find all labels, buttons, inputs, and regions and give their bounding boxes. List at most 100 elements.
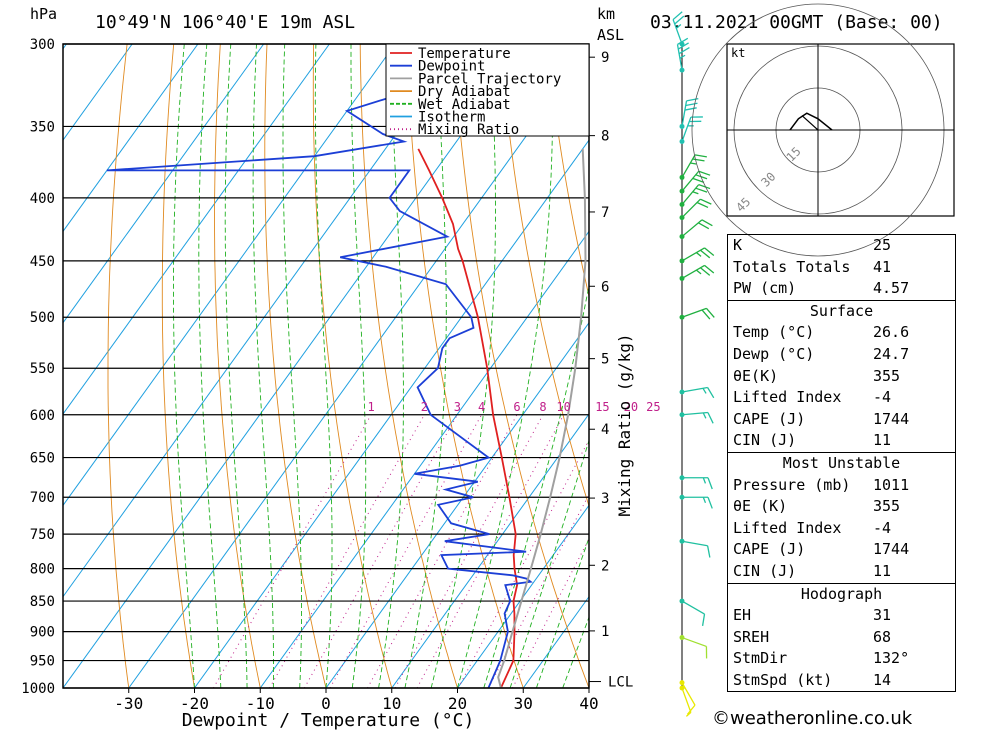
- most-unstable-row: θE (K) 355: [728, 496, 955, 518]
- surface-value: -4: [873, 388, 892, 407]
- wind-barb-dot: [679, 314, 685, 320]
- hodograph-row: SREH 68: [728, 627, 955, 649]
- hodograph-row: StmSpd (kt) 14: [728, 670, 955, 692]
- wind-barb: [679, 386, 715, 399]
- wind-barb-feather: [701, 309, 711, 320]
- surface-value: 355: [873, 366, 901, 385]
- dry-adiabat-line: [966, 44, 1000, 688]
- wind-barb-feather: [705, 307, 715, 318]
- datetime-title: 03.11.2021 00GMT (Base: 00): [650, 12, 943, 33]
- hodograph-row: EH 31: [728, 605, 955, 627]
- wind-barb-feather: [704, 264, 715, 274]
- legend-entry: Isotherm: [418, 110, 485, 126]
- dry-adiabat-line: [452, 44, 589, 688]
- isotherm-line: [259, 230, 589, 688]
- wind-barb-feather: [707, 496, 713, 509]
- asl-unit-label: ASL: [597, 26, 625, 44]
- wind-barb-dot: [679, 635, 685, 641]
- isotherm-line: [63, 44, 265, 324]
- wind-barb-dot: [679, 174, 685, 180]
- hodograph-unit: kt: [731, 46, 745, 60]
- wind-barb: [679, 307, 715, 320]
- wind-barb-feather: [706, 545, 711, 558]
- mixing-ratio-label: 1: [368, 400, 375, 414]
- wind-barb-dot: [679, 215, 685, 221]
- wind-barb-feather: [700, 267, 711, 276]
- wind-barb-feather: [698, 183, 711, 190]
- mixing-ratio-label: 15: [595, 400, 609, 414]
- index-row: Totals Totals 41: [728, 257, 955, 279]
- wind-barb-feather: [678, 47, 690, 55]
- wet-adiabat-line: [350, 44, 367, 688]
- wind-barb-feather: [694, 154, 707, 158]
- x-tick-label: 0: [321, 694, 331, 713]
- wind-barb-feather: [692, 191, 699, 195]
- pressure-tick-label: 700: [30, 490, 55, 506]
- km-tick-label: 1: [601, 624, 609, 640]
- wind-barb: [679, 475, 713, 490]
- hodograph-row: StmDir 132°: [728, 648, 955, 670]
- wet-adiabat-line: [314, 44, 333, 688]
- hodograph-label: SREH: [733, 627, 770, 646]
- x-tick-label: -10: [246, 694, 275, 713]
- wet-adiabat-line: [173, 44, 195, 688]
- wind-barb-feather: [695, 269, 702, 275]
- wind-barb-feather: [677, 37, 689, 46]
- dry-adiabat-line: [546, 44, 589, 299]
- index-label: PW (cm): [733, 279, 797, 298]
- most-unstable-value: 1744: [873, 540, 910, 559]
- mixing-ratio-line: [457, 438, 589, 688]
- x-tick-label: -20: [180, 694, 209, 713]
- wind-barb-feather: [686, 704, 696, 715]
- wind-barb-dot: [679, 685, 685, 691]
- wind-barb: [679, 264, 715, 281]
- wind-barb-dot: [679, 538, 685, 544]
- hodograph-value: 31: [873, 606, 892, 625]
- surface-row: CIN (J) 11: [728, 430, 955, 452]
- surface-row: Lifted Index -4: [728, 387, 955, 409]
- hodograph-value: 132°: [873, 649, 910, 668]
- most-unstable-row: CAPE (J) 1744: [728, 539, 955, 561]
- wind-barb-feather: [702, 496, 707, 504]
- pressure-tick-label: 900: [30, 625, 55, 641]
- dry-adiabat-line: [107, 44, 130, 688]
- wind-barb-dot: [679, 494, 685, 500]
- legend-entry: Parcel Trajectory: [418, 71, 561, 87]
- wind-barb-dot: [679, 275, 685, 281]
- surface-value: 26.6: [873, 323, 910, 342]
- isotherm-line: [128, 47, 589, 688]
- wind-barb-staff: [681, 540, 708, 547]
- mixing-ratio-axis-label: Mixing Ratio (g/kg): [615, 333, 634, 516]
- wind-barb-dot: [679, 139, 685, 145]
- pressure-tick-label: 550: [30, 361, 55, 377]
- x-tick-label: 10: [382, 694, 401, 713]
- credit-link[interactable]: ©weatheronline.co.uk: [712, 708, 913, 729]
- wind-barb-staff: [681, 307, 707, 318]
- wind-barb-feather: [685, 102, 698, 107]
- wind-barb: [679, 598, 706, 627]
- pressure-tick-label: 750: [30, 527, 55, 543]
- wind-barb-dot: [679, 67, 685, 73]
- wind-barb: [679, 170, 711, 194]
- isotherm-line: [63, 44, 396, 507]
- wind-barb-feather: [677, 42, 689, 50]
- km-tick-label: 8: [601, 129, 609, 145]
- isotherm-line: [391, 413, 589, 688]
- surface-label: CIN (J): [733, 431, 797, 450]
- most-unstable-value: -4: [873, 518, 892, 537]
- pressure-tick-label: 350: [30, 119, 55, 135]
- wind-barb-staff: [681, 219, 703, 238]
- surface-row: CAPE (J) 1744: [728, 409, 955, 431]
- wind-barb-feather: [701, 219, 713, 227]
- pressure-unit-label: hPa: [30, 5, 58, 23]
- wind-barb: [679, 538, 711, 558]
- wind-barb-feather: [696, 201, 709, 209]
- index-value: 41: [873, 257, 892, 276]
- wind-barb: [672, 11, 685, 47]
- km-unit-label: km: [597, 5, 616, 23]
- most-unstable-label: CAPE (J): [733, 540, 806, 559]
- wind-barb: [679, 97, 699, 129]
- wind-barb-dot: [679, 123, 685, 129]
- surface-label: Dewp (°C): [733, 344, 815, 363]
